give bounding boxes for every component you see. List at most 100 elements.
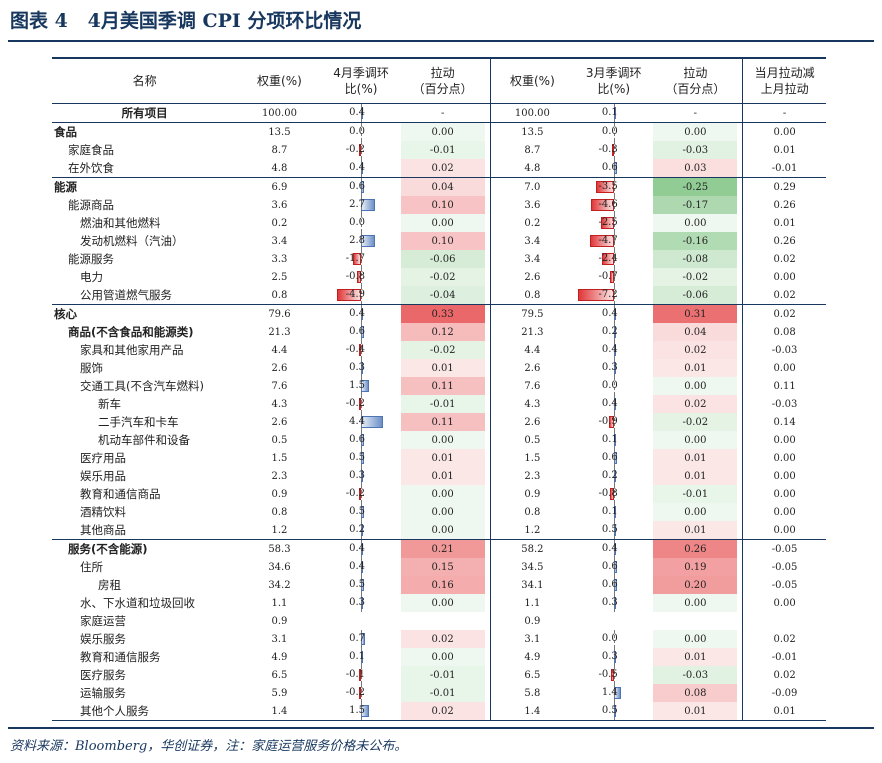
col-gap bbox=[484, 666, 491, 684]
zero-axis bbox=[361, 413, 363, 431]
table-row: 电力 2.5 -0.8 -0.02 2.6 -0.7 -0.02 0.00 bbox=[52, 268, 826, 286]
col-gap bbox=[737, 503, 744, 521]
col-gap bbox=[737, 485, 744, 503]
mom-value: 0.5 bbox=[601, 524, 618, 535]
weight-mar: 5.8 bbox=[524, 687, 541, 699]
zero-axis bbox=[361, 558, 363, 576]
mom-mar: -0.5 bbox=[574, 666, 653, 684]
pull-diff: 0.26 bbox=[773, 235, 796, 247]
weight-apr: 2.3 bbox=[271, 470, 288, 482]
col-gap bbox=[737, 413, 744, 431]
weight-apr: 3.3 bbox=[271, 253, 288, 265]
weight-mar: 3.1 bbox=[524, 633, 541, 645]
table-row: 能源商品 3.6 2.7 0.10 3.6 -4.6 -0.17 0.26 bbox=[52, 196, 826, 214]
zero-axis bbox=[361, 268, 363, 286]
row-name: 娱乐服务 bbox=[80, 632, 126, 646]
row-name: 运输服务 bbox=[80, 686, 126, 700]
mom-mar: 0.1 bbox=[574, 104, 653, 123]
zero-axis bbox=[361, 467, 363, 485]
weight-mar: 0.2 bbox=[524, 217, 541, 229]
weight-mar: 7.6 bbox=[524, 380, 541, 392]
pull-mar: 0.00 bbox=[653, 214, 738, 232]
weight-apr: 1.4 bbox=[237, 702, 322, 721]
mom-apr: 0.4 bbox=[322, 558, 401, 576]
pull-mar: -0.03 bbox=[653, 666, 738, 684]
mom-value: -7.2 bbox=[598, 289, 618, 300]
mom-value: 0.6 bbox=[349, 181, 366, 192]
weight-mar: 1.2 bbox=[524, 524, 541, 536]
col-gap bbox=[737, 684, 744, 702]
zero-axis bbox=[613, 232, 615, 250]
zero-axis bbox=[613, 123, 615, 141]
col-gap bbox=[484, 612, 491, 630]
col-gap bbox=[737, 521, 744, 540]
weight-mar: 58.2 bbox=[490, 539, 575, 558]
negative-bar bbox=[577, 289, 614, 301]
mom-apr: 0.5 bbox=[322, 449, 401, 467]
mom-value: 0.0 bbox=[601, 633, 618, 644]
table-row: 燃油和其他燃料 0.2 0.0 0.00 0.2 -2.5 0.00 0.01 bbox=[52, 214, 826, 232]
row-name: 家庭食品 bbox=[68, 143, 114, 157]
row-name: 家具和其他家用产品 bbox=[80, 343, 184, 357]
mom-value: 0.3 bbox=[601, 362, 618, 373]
zero-axis bbox=[361, 648, 363, 666]
weight-mar: 0.8 bbox=[524, 506, 541, 518]
header-pull-apr: 拉动 （百分点） bbox=[400, 57, 485, 104]
mom-value: 0.4 bbox=[601, 398, 618, 409]
negative-bar bbox=[359, 398, 362, 410]
mom-value: 0.0 bbox=[349, 126, 366, 137]
mom-mar: 0.4 bbox=[574, 304, 654, 323]
negative-bar bbox=[336, 289, 362, 301]
mom-value: -1.7 bbox=[345, 253, 366, 264]
mom-mar: 0.2 bbox=[574, 467, 653, 485]
table-row: 服务(不含能源) 58.3 0.4 0.21 58.2 0.4 0.26 -0.05 bbox=[52, 539, 826, 558]
header-mom-apr: 4月季调环 比(%) bbox=[321, 57, 401, 104]
mom-apr: 0.6 bbox=[322, 323, 401, 341]
mom-value: 0.1 bbox=[601, 506, 618, 517]
mom-value: 0.3 bbox=[349, 470, 366, 481]
zero-axis bbox=[613, 684, 615, 702]
zero-axis bbox=[613, 323, 615, 341]
zero-axis bbox=[613, 540, 615, 558]
col-gap bbox=[737, 232, 744, 250]
weight-apr: 4.3 bbox=[271, 398, 288, 410]
mom-apr: 0.6 bbox=[321, 177, 401, 196]
mom-apr: 0.6 bbox=[322, 431, 401, 449]
mom-value: 0.7 bbox=[349, 633, 366, 644]
pull-mar: 0.00 bbox=[653, 594, 738, 612]
negative-bar bbox=[359, 687, 362, 699]
negative-bar bbox=[601, 253, 614, 265]
mom-apr: -1.7 bbox=[322, 250, 401, 268]
col-gap bbox=[484, 467, 491, 485]
pull-mar: 0.01 bbox=[653, 449, 738, 467]
mom-apr: 0.5 bbox=[322, 576, 401, 594]
table-row: 在外饮食 4.8 0.4 0.02 4.8 0.6 0.03 -0.01 bbox=[52, 159, 826, 178]
weight-mar: 3.4 bbox=[524, 235, 541, 247]
mom-value: -2.5 bbox=[598, 217, 618, 228]
pull-mar: 0.01 bbox=[653, 467, 738, 485]
row-name: 机动车部件和设备 bbox=[98, 433, 190, 447]
mom-apr: 0.1 bbox=[322, 648, 401, 666]
pull-mar: 0.00 bbox=[653, 122, 738, 141]
col-gap bbox=[484, 268, 491, 286]
weight-apr: 3.4 bbox=[271, 235, 288, 247]
col-gap bbox=[737, 539, 744, 558]
zero-axis bbox=[613, 558, 615, 576]
col-gap bbox=[484, 177, 491, 196]
pull-apr: 0.02 bbox=[400, 702, 485, 721]
mom-mar: 0.1 bbox=[574, 431, 653, 449]
col-gap bbox=[737, 630, 744, 648]
zero-axis bbox=[613, 485, 615, 503]
table-row: 水、下水道和垃圾回收 1.1 0.3 0.00 1.1 0.3 0.00 0.00 bbox=[52, 594, 826, 612]
mom-mar: -0.8 bbox=[574, 485, 653, 503]
weight-apr: 3.1 bbox=[271, 633, 288, 645]
row-name: 水、下水道和垃圾回收 bbox=[80, 596, 195, 610]
header-text: 比(%) bbox=[597, 82, 631, 96]
weight-apr: 2.6 bbox=[271, 362, 288, 374]
col-gap bbox=[484, 684, 491, 702]
pull-mar: 0.01 bbox=[653, 702, 738, 721]
page-title: 图表 4 4月美国季调 CPI 分项环比情况 bbox=[10, 10, 362, 32]
mom-value: 0.6 bbox=[349, 326, 366, 337]
table-row: 食品 13.5 0.0 0.00 13.5 0.0 0.00 0.00 bbox=[52, 122, 826, 141]
mom-value: -0.2 bbox=[345, 144, 366, 155]
